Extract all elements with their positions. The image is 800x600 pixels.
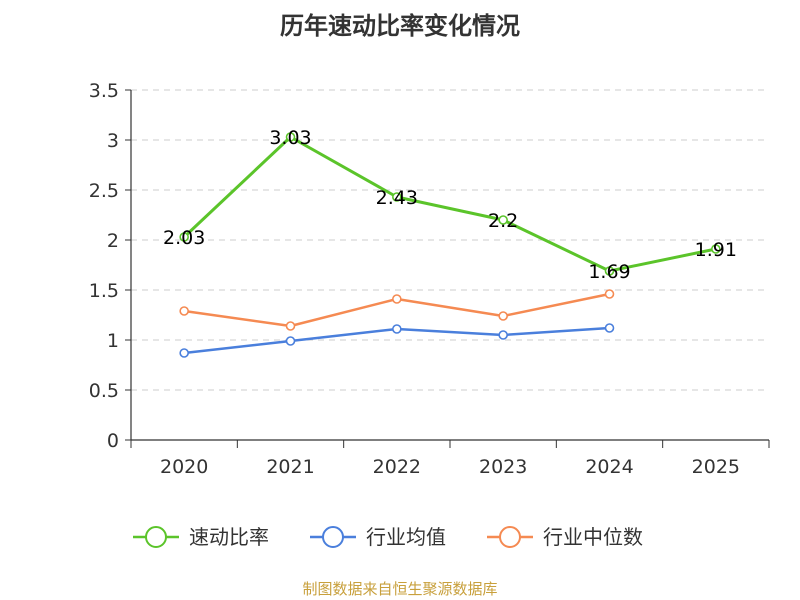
- x-tick-label: 2023: [479, 456, 527, 478]
- legend-item-2[interactable]: 行业中位数: [487, 525, 643, 549]
- legend-label: 速动比率: [189, 525, 269, 549]
- axes: 0 0.5 1 1.5 2 2.5 3 3.5 2020 2021 2022 2023 2024 2025: [89, 80, 770, 478]
- y-tick-label: 1: [107, 330, 119, 352]
- series-line-0: [183, 135, 717, 273]
- data-point[interactable]: [285, 321, 296, 331]
- series-group: [179, 132, 721, 358]
- y-tick-label: 3: [107, 130, 119, 152]
- legend-item-1[interactable]: 行业均值: [310, 525, 446, 549]
- x-tick-label: 2022: [373, 456, 421, 478]
- legend-marker-icon: [145, 526, 167, 548]
- x-tick-label: 2024: [585, 456, 633, 478]
- legend-label: 行业中位数: [543, 525, 643, 549]
- data-point[interactable]: [392, 294, 402, 304]
- data-label: 3.03: [269, 127, 311, 149]
- legend-marker-icon: [322, 526, 344, 548]
- source-note: 制图数据来自恒生聚源数据库: [302, 580, 498, 598]
- y-tick-label: 2: [107, 230, 119, 252]
- grid-lines: [131, 89, 769, 391]
- data-point[interactable]: [179, 306, 189, 316]
- data-label: 2.2: [488, 210, 518, 232]
- legend[interactable]: 速动比率 行业均值 行业中位数: [133, 525, 643, 549]
- y-tick-label: 0.5: [89, 380, 119, 402]
- data-point[interactable]: [604, 323, 615, 333]
- data-point[interactable]: [604, 266, 615, 276]
- y-tick-label: 3.5: [89, 80, 119, 102]
- x-tick-label: 2020: [160, 456, 208, 478]
- data-point[interactable]: [179, 232, 189, 242]
- data-point[interactable]: [604, 289, 615, 299]
- data-labels: 2.03 3.03 2.43 2.2 1.69 1.91: [163, 127, 737, 283]
- data-point[interactable]: [498, 330, 508, 340]
- legend-item-0[interactable]: 速动比率: [133, 525, 269, 549]
- data-label: 1.69: [588, 261, 630, 283]
- legend-label: 行业均值: [366, 525, 446, 549]
- y-tick-label: 0: [107, 430, 119, 452]
- data-point[interactable]: [498, 215, 508, 225]
- data-point[interactable]: [711, 244, 721, 254]
- data-point[interactable]: [285, 336, 296, 346]
- x-tick-label: 2021: [266, 456, 314, 478]
- data-point[interactable]: [392, 324, 402, 334]
- y-tick-label: 1.5: [89, 280, 119, 302]
- legend-marker-icon: [499, 526, 521, 548]
- x-tick-label: 2025: [692, 456, 740, 478]
- data-label: 1.91: [695, 239, 737, 261]
- data-label: 2.03: [163, 227, 205, 249]
- y-tick-label: 2.5: [89, 180, 119, 202]
- data-point[interactable]: [392, 192, 402, 202]
- data-point[interactable]: [179, 348, 189, 358]
- data-point[interactable]: [498, 311, 508, 321]
- data-label: 2.43: [376, 187, 418, 209]
- data-point[interactable]: [285, 132, 296, 142]
- chart-title: 历年速动比率变化情况: [280, 12, 520, 40]
